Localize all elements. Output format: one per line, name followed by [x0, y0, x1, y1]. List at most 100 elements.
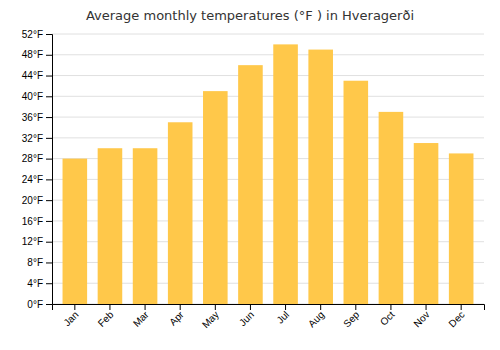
y-tick-mark [46, 138, 52, 139]
y-tick-mark [46, 262, 52, 263]
y-tick-label: 36°F [22, 112, 43, 123]
y-tick-label: 24°F [22, 174, 43, 185]
y-tick-mark [46, 117, 52, 118]
bar [379, 112, 404, 304]
x-tick-label: Oct [378, 309, 397, 328]
bar [98, 148, 123, 304]
y-tick-label: 40°F [22, 91, 43, 102]
y-axis-line [46, 35, 53, 305]
x-tick-label: Mar [131, 308, 151, 328]
y-tick: 32°F [22, 133, 52, 144]
bar [273, 44, 298, 304]
x-tick-mark [390, 304, 391, 310]
x-tick-label: Aug [306, 309, 326, 329]
y-tick-label: 28°F [22, 153, 43, 164]
x-tick-mark [145, 304, 146, 310]
y-tick: 0°F [27, 299, 52, 310]
y-tick-mark [46, 221, 52, 222]
x-tick-label: Jun [237, 309, 256, 328]
y-tick: 52°F [22, 29, 52, 40]
grid-line [52, 117, 484, 118]
grid-line [52, 96, 484, 97]
x-tick-label: Dec [446, 309, 466, 329]
x-tick: Oct [378, 304, 397, 328]
x-tick: Nov [411, 304, 431, 329]
x-tick-mark [461, 304, 462, 310]
y-tick-label: 12°F [22, 236, 43, 247]
bar [133, 148, 158, 304]
grid [52, 34, 484, 304]
bar [308, 50, 333, 304]
x-tick-mark [109, 304, 110, 310]
y-tick-mark [46, 200, 52, 201]
x-tick: Jul [274, 304, 291, 326]
bar [63, 159, 88, 304]
y-tick-label: 52°F [22, 29, 43, 40]
y-tick-label: 44°F [22, 70, 43, 81]
x-axis: Jan Feb Mar Apr May Jun Jul Aug Sep Oct Nov Dec [53, 304, 485, 330]
x-tick-mark [285, 304, 286, 310]
y-tick: 16°F [22, 216, 52, 227]
y-tick: 4°F [27, 278, 52, 289]
x-axis-line [53, 305, 485, 311]
grid-line [52, 34, 484, 35]
x-tick: Sep [341, 304, 362, 329]
y-tick: 24°F [22, 174, 52, 185]
y-tick: 28°F [22, 153, 52, 164]
x-tick: Mar [131, 304, 151, 329]
y-tick-label: 16°F [22, 216, 43, 227]
y-tick-mark [46, 34, 52, 35]
chart: 0°F 4°F 8°F 12°F 16°F 20°F 24°F 28°F 32°F 36°F 40°… [0, 0, 500, 350]
x-tick-mark [74, 304, 75, 310]
x-tick: Jan [61, 304, 80, 328]
y-tick: 12°F [22, 236, 52, 247]
y-tick-mark [46, 159, 52, 160]
y-tick-mark [46, 179, 52, 180]
x-tick: Apr [167, 304, 186, 328]
y-tick-mark [46, 55, 52, 56]
y-tick: 36°F [22, 112, 52, 123]
y-tick-label: 4°F [27, 278, 43, 289]
bar [238, 65, 263, 304]
x-tick-label: Sep [341, 309, 362, 330]
bar [449, 153, 474, 304]
y-tick: 44°F [22, 70, 52, 81]
grid-line [52, 137, 484, 138]
y-tick: 40°F [22, 91, 52, 102]
y-tick-label: 0°F [27, 299, 43, 310]
y-tick-mark [46, 283, 52, 284]
y-tick: 20°F [22, 195, 52, 206]
y-tick: 8°F [27, 257, 52, 268]
plot: 0°F 4°F 8°F 12°F 16°F 20°F 24°F 28°F 32°F 36°F 40°… [22, 29, 485, 330]
y-tick-label: 20°F [22, 195, 43, 206]
x-tick-mark [250, 304, 251, 310]
y-axis: 0°F 4°F 8°F 12°F 16°F 20°F 24°F 28°F 32°F 36°F 40°… [22, 29, 53, 310]
x-tick-label: May [200, 309, 221, 330]
grid-line [52, 54, 484, 55]
y-tick: 48°F [22, 49, 52, 60]
bar [344, 81, 369, 304]
x-tick-label: Jan [61, 309, 80, 328]
y-tick-mark [46, 242, 52, 243]
x-tick-mark [180, 304, 181, 310]
x-tick-label: Apr [167, 308, 186, 327]
x-tick-mark [426, 304, 427, 310]
x-tick: Jun [237, 304, 256, 328]
bar [414, 143, 439, 304]
x-tick-mark [355, 304, 356, 310]
title: Average monthly temperatures (°F ) in Hv… [86, 8, 414, 23]
y-tick-label: 8°F [27, 257, 43, 268]
bar [203, 91, 228, 304]
y-tick-mark [46, 96, 52, 97]
x-tick-mark [320, 304, 321, 310]
bar [168, 122, 193, 304]
x-tick: May [200, 304, 221, 330]
y-tick-label: 32°F [22, 133, 43, 144]
x-tick-label: Feb [96, 309, 116, 329]
grid-line [52, 75, 484, 76]
x-tick: Dec [446, 304, 466, 329]
x-tick: Feb [96, 304, 116, 329]
y-tick-label: 48°F [22, 49, 43, 60]
x-tick-label: Jul [274, 309, 291, 326]
y-tick-mark [46, 304, 52, 305]
